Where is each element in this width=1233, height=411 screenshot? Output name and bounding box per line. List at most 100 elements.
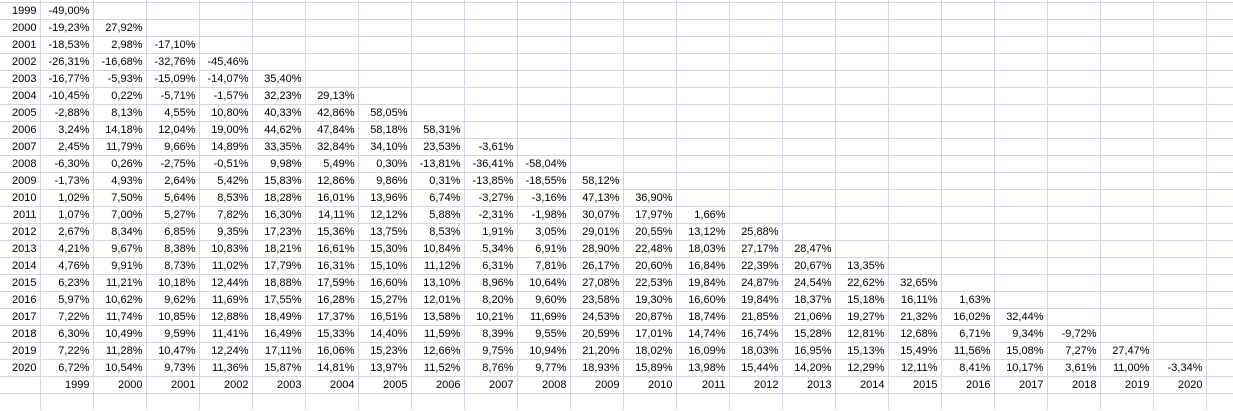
cell-2016-2015[interactable]: 16,11% bbox=[887, 291, 942, 309]
cell-2016-2012[interactable]: 19,84% bbox=[728, 291, 783, 309]
cell-2002-2017[interactable] bbox=[993, 53, 1048, 71]
cell-2003-1999[interactable]: -16,77% bbox=[39, 70, 94, 88]
cell-2004-2008[interactable] bbox=[516, 87, 571, 105]
cell-2000-2002[interactable] bbox=[198, 19, 253, 37]
cell-2012-2009[interactable]: 29,01% bbox=[569, 223, 624, 241]
cell-2004-2004[interactable]: 29,13% bbox=[304, 87, 359, 105]
cell-2011-2010[interactable]: 17,97% bbox=[622, 206, 677, 224]
cell-2004-2000[interactable]: 0,22% bbox=[92, 87, 147, 105]
cell-2018-2019[interactable] bbox=[1099, 325, 1154, 343]
cell-2011-2017[interactable] bbox=[993, 206, 1048, 224]
cell-2008-2013[interactable] bbox=[781, 155, 836, 173]
cell-2014-2001[interactable]: 8,73% bbox=[145, 257, 200, 275]
cell-2006-2000[interactable]: 14,18% bbox=[92, 121, 147, 139]
cell-2014-2015[interactable] bbox=[887, 257, 942, 275]
cell-2014-2012[interactable]: 22,39% bbox=[728, 257, 783, 275]
cell-2000-2007[interactable] bbox=[463, 19, 518, 37]
cell-2008-2006[interactable]: -13,81% bbox=[410, 155, 465, 173]
cell-2019-2013[interactable]: 16,95% bbox=[781, 342, 836, 360]
cell-2019-2004[interactable]: 16,06% bbox=[304, 342, 359, 360]
cell-2002-2012[interactable] bbox=[728, 53, 783, 71]
cell-2002-2005[interactable] bbox=[357, 53, 412, 71]
cell-2009-2005[interactable]: 9,86% bbox=[357, 172, 412, 190]
cell-2019-2018[interactable]: 7,27% bbox=[1046, 342, 1101, 360]
row-year-2006[interactable]: 2006 bbox=[0, 121, 41, 139]
cell-2007-2012[interactable] bbox=[728, 138, 783, 156]
cell-2017-2008[interactable]: 11,69% bbox=[516, 308, 571, 326]
footer-year-2000[interactable]: 2000 bbox=[92, 376, 147, 394]
cell-2015-2015[interactable]: 32,65% bbox=[887, 274, 942, 292]
cell-2007-2015[interactable] bbox=[887, 138, 942, 156]
cell-2003-2004[interactable] bbox=[304, 70, 359, 88]
cell-2014-2002[interactable]: 11,02% bbox=[198, 257, 253, 275]
cell-2008-2002[interactable]: -0,51% bbox=[198, 155, 253, 173]
cell-1999-2016[interactable] bbox=[940, 2, 995, 20]
cell-2016-2003[interactable]: 17,55% bbox=[251, 291, 306, 309]
row-year-1999[interactable]: 1999 bbox=[0, 2, 41, 20]
cell-2015-2016[interactable] bbox=[940, 274, 995, 292]
cell-2012-1999[interactable]: 2,67% bbox=[39, 223, 94, 241]
footer-year-2004[interactable]: 2004 bbox=[304, 376, 359, 394]
empty-cell[interactable] bbox=[251, 393, 306, 410]
cell-2011-2006[interactable]: 5,88% bbox=[410, 206, 465, 224]
cell-2007-2016[interactable] bbox=[940, 138, 995, 156]
cell-2001-2015[interactable] bbox=[887, 36, 942, 54]
cell-2003-2015[interactable] bbox=[887, 70, 942, 88]
cell-2014-2014[interactable]: 13,35% bbox=[834, 257, 889, 275]
cell-2005-2019[interactable] bbox=[1099, 104, 1154, 122]
row-year-2015[interactable]: 2015 bbox=[0, 274, 41, 292]
cell-2017-2020[interactable] bbox=[1152, 308, 1207, 326]
cell-2003-2000[interactable]: -5,93% bbox=[92, 70, 147, 88]
footer-year-2002[interactable]: 2002 bbox=[198, 376, 253, 394]
cell-2005-2003[interactable]: 40,33% bbox=[251, 104, 306, 122]
cell-2018-2013[interactable]: 15,28% bbox=[781, 325, 836, 343]
cell-2002-2016[interactable] bbox=[940, 53, 995, 71]
cell-2014-2009[interactable]: 26,17% bbox=[569, 257, 624, 275]
cell-2012-2017[interactable] bbox=[993, 223, 1048, 241]
cell-2001-2013[interactable] bbox=[781, 36, 836, 54]
cell-2008-2015[interactable] bbox=[887, 155, 942, 173]
cell-2005-2010[interactable] bbox=[622, 104, 677, 122]
row-year-2012[interactable]: 2012 bbox=[0, 223, 41, 241]
cell-2006-2019[interactable] bbox=[1099, 121, 1154, 139]
cell-2004-2020[interactable] bbox=[1152, 87, 1207, 105]
cell-2002-2013[interactable] bbox=[781, 53, 836, 71]
cell-2008-2007[interactable]: -36,41% bbox=[463, 155, 518, 173]
cell-2017-2015[interactable]: 21,32% bbox=[887, 308, 942, 326]
cell-2019-2001[interactable]: 10,47% bbox=[145, 342, 200, 360]
cell-2007-2008[interactable] bbox=[516, 138, 571, 156]
cell-2009-2020[interactable] bbox=[1152, 172, 1207, 190]
cell-2008-1999[interactable]: -6,30% bbox=[39, 155, 94, 173]
cell-2009-2019[interactable] bbox=[1099, 172, 1154, 190]
cell-2001-2009[interactable] bbox=[569, 36, 624, 54]
cell-2013-2012[interactable]: 27,17% bbox=[728, 240, 783, 258]
cell-2018-2004[interactable]: 15,33% bbox=[304, 325, 359, 343]
cell-2016-2019[interactable] bbox=[1099, 291, 1154, 309]
cell-2016-1999[interactable]: 5,97% bbox=[39, 291, 94, 309]
cell-2000-2009[interactable] bbox=[569, 19, 624, 37]
cell-2008-2009[interactable] bbox=[569, 155, 624, 173]
cell-2005-2008[interactable] bbox=[516, 104, 571, 122]
cell-2002-2002[interactable]: -45,46% bbox=[198, 53, 253, 71]
cell-2006-2018[interactable] bbox=[1046, 121, 1101, 139]
cell-2011-2016[interactable] bbox=[940, 206, 995, 224]
cell-2010-2009[interactable]: 47,13% bbox=[569, 189, 624, 207]
cell-2013-2010[interactable]: 22,48% bbox=[622, 240, 677, 258]
cell-2007-2019[interactable] bbox=[1099, 138, 1154, 156]
cell-2001-2005[interactable] bbox=[357, 36, 412, 54]
cell-2003-2013[interactable] bbox=[781, 70, 836, 88]
cell-2018-2017[interactable]: 9,34% bbox=[993, 325, 1048, 343]
cell-2016-2008[interactable]: 9,60% bbox=[516, 291, 571, 309]
cell-2002-2018[interactable] bbox=[1046, 53, 1101, 71]
cell-2002-2019[interactable] bbox=[1099, 53, 1154, 71]
cell-2012-2004[interactable]: 15,36% bbox=[304, 223, 359, 241]
cell-2007-2010[interactable] bbox=[622, 138, 677, 156]
cell-2004-2014[interactable] bbox=[834, 87, 889, 105]
empty-cell[interactable] bbox=[834, 393, 889, 410]
footer-year-2007[interactable]: 2007 bbox=[463, 376, 518, 394]
footer-year-2006[interactable]: 2006 bbox=[410, 376, 465, 394]
cell-2016-2020[interactable] bbox=[1152, 291, 1207, 309]
cell-2005-2006[interactable] bbox=[410, 104, 465, 122]
cell-2002-2007[interactable] bbox=[463, 53, 518, 71]
cell-2015-1999[interactable]: 6,23% bbox=[39, 274, 94, 292]
